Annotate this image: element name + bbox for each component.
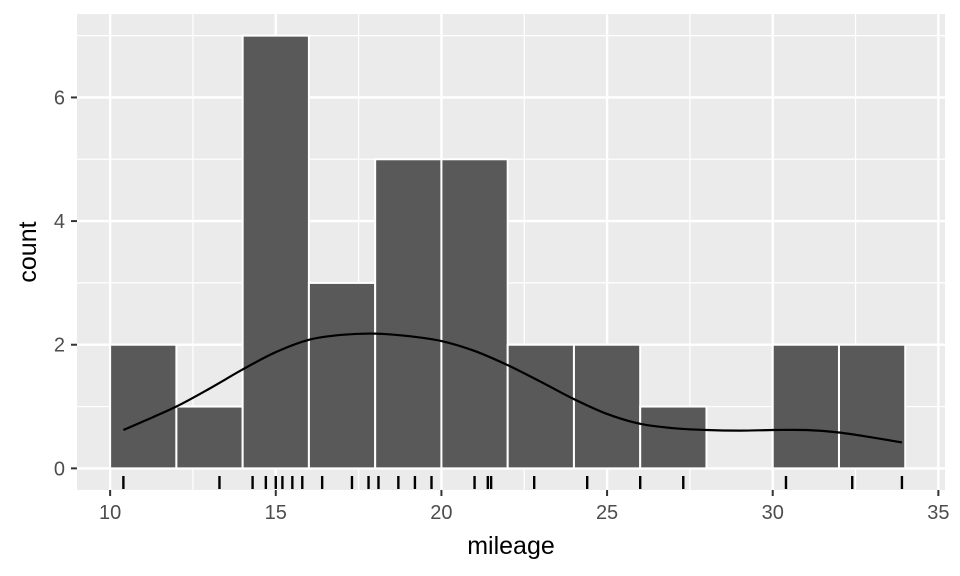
histogram-bar xyxy=(639,405,708,470)
density-curve xyxy=(122,332,903,444)
x-axis: 10 15 20 25 30 35 xyxy=(99,490,949,524)
histogram-bar xyxy=(307,281,377,470)
histogram-bar xyxy=(506,343,575,470)
histogram-bar xyxy=(771,343,840,470)
histogram-bar xyxy=(241,34,310,470)
y-tick-label: 0 xyxy=(54,458,65,480)
y-axis-title: count xyxy=(14,221,42,282)
histogram-bar xyxy=(440,158,509,470)
x-axis-title: mileage xyxy=(467,532,555,560)
histogram-bars xyxy=(109,34,907,470)
histogram-bar xyxy=(374,158,443,470)
x-tick-label: 15 xyxy=(265,502,287,524)
x-tick-label: 20 xyxy=(430,502,452,524)
x-tick-label: 25 xyxy=(596,502,618,524)
x-tick-label: 35 xyxy=(927,502,949,524)
histogram-bar xyxy=(837,343,907,470)
histogram-bar xyxy=(572,343,642,470)
y-tick-label: 6 xyxy=(54,87,65,109)
density-curve-layer xyxy=(122,332,903,444)
histogram-bar xyxy=(109,343,178,470)
y-tick-label: 4 xyxy=(54,211,65,233)
x-tick-label: 30 xyxy=(762,502,784,524)
y-tick-label: 2 xyxy=(54,335,65,357)
y-axis: 0 2 4 6 xyxy=(54,87,77,480)
histogram-bar xyxy=(175,405,244,470)
x-tick-label: 10 xyxy=(99,502,121,524)
rug-marks xyxy=(122,476,904,489)
